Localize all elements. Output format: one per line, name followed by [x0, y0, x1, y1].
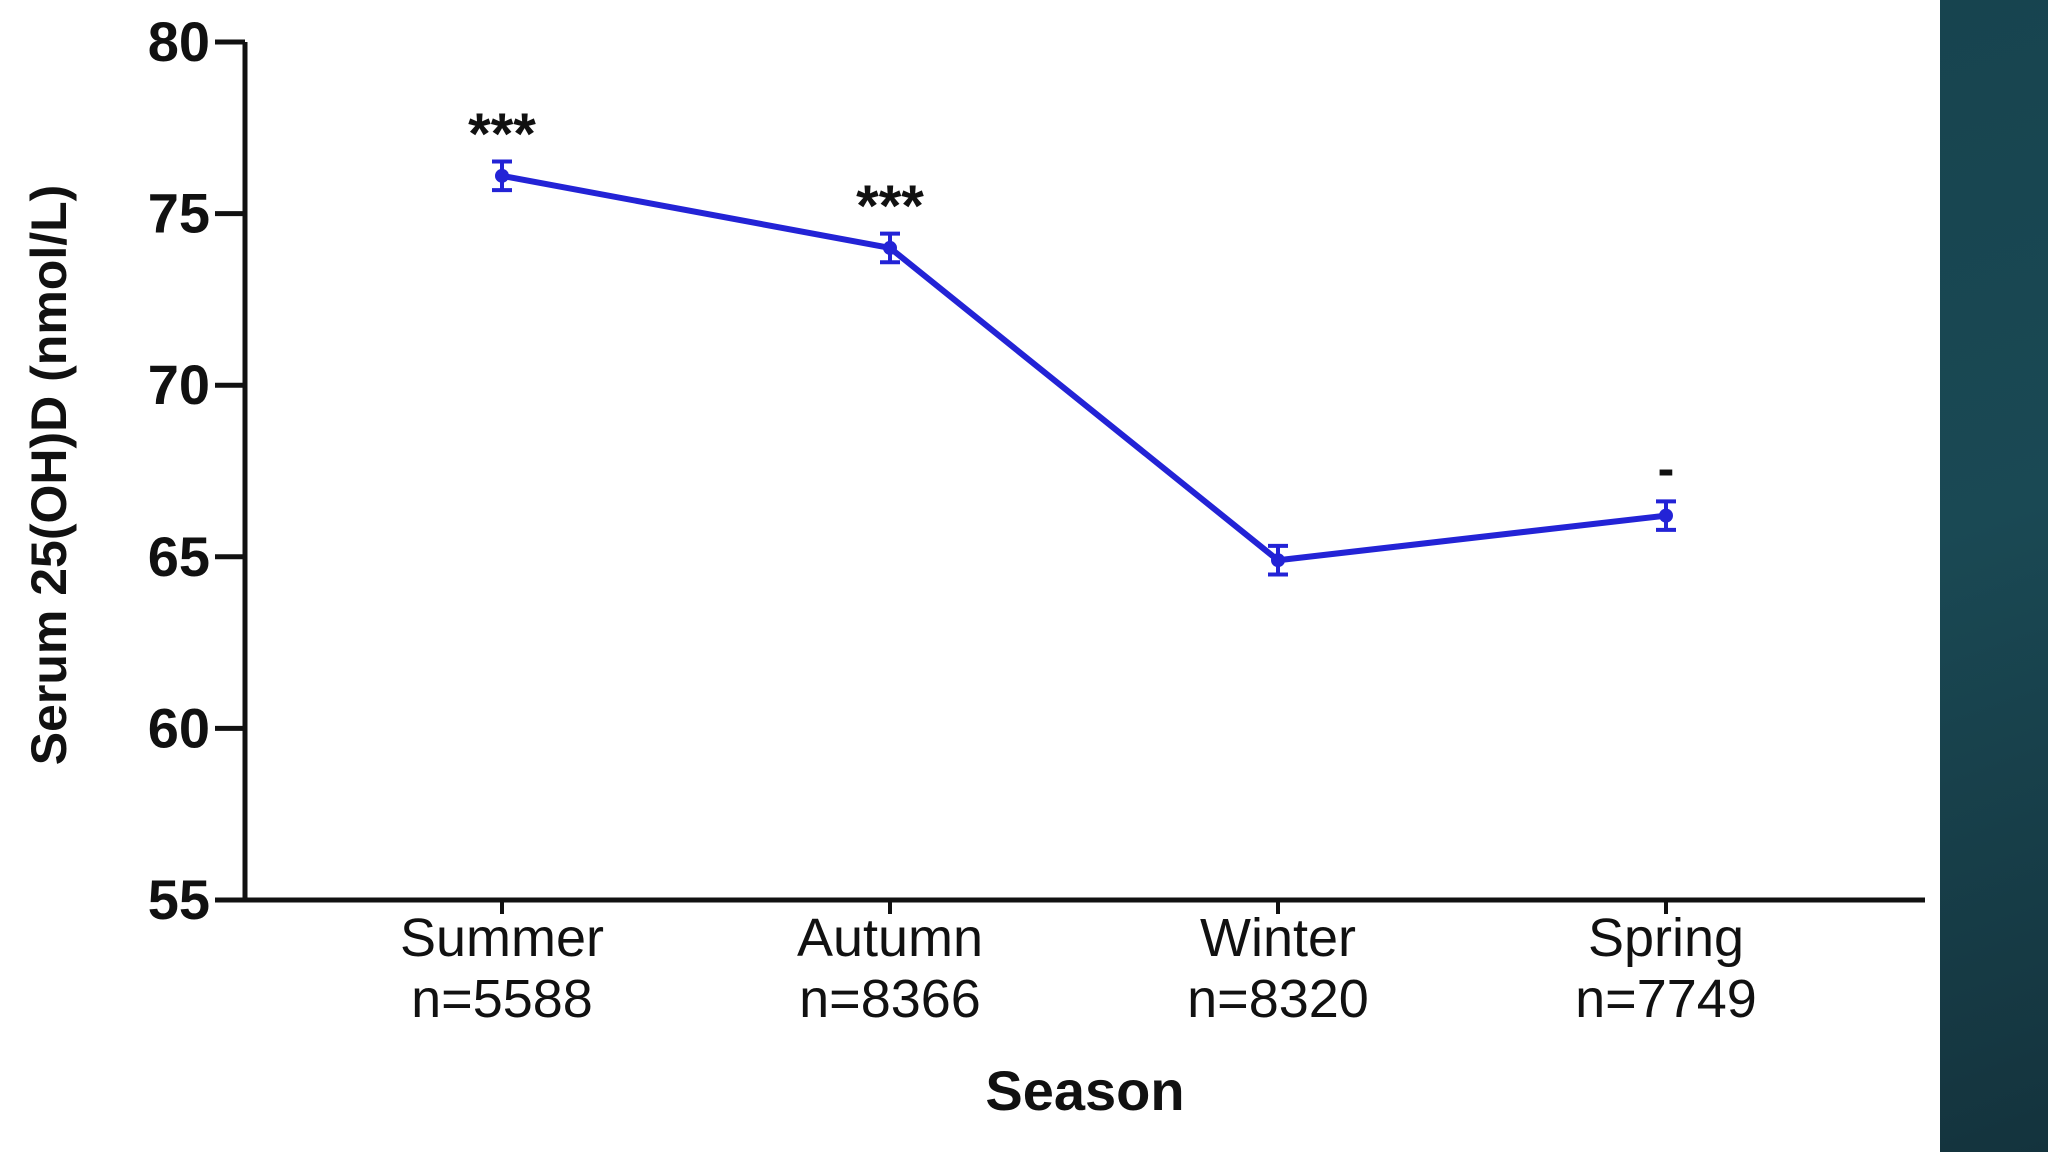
data-point: [1659, 508, 1673, 523]
x-axis-label: Season: [985, 1059, 1184, 1122]
series-line: [501, 172, 1667, 564]
y-axis-label: Serum 25(OH)D (nmol/L): [21, 185, 77, 766]
x-tick-label: Summer: [400, 908, 604, 968]
data-point: [883, 240, 897, 255]
y-tick-label: 65: [148, 525, 210, 588]
sample-size-label: n=7749: [1575, 969, 1757, 1029]
chart-axes: [215, 39, 1925, 914]
data-point: [495, 168, 509, 183]
sample-size-label: n=8320: [1187, 969, 1369, 1029]
y-tick-labels: 55 60 65 70 75 80: [148, 10, 210, 931]
x-tick-label: Winter: [1200, 908, 1356, 968]
x-tick-label: Autumn: [797, 908, 983, 968]
y-tick-label: 55: [148, 868, 210, 931]
y-tick-label: 80: [148, 10, 210, 73]
sample-size-label: n=8366: [799, 969, 981, 1029]
significance-annotation: ***: [856, 174, 924, 239]
y-tick-label: 60: [148, 696, 210, 759]
sample-size-label: n=5588: [411, 969, 593, 1029]
significance-annotation: -: [1658, 441, 1675, 497]
x-tick-label: Spring: [1588, 908, 1744, 968]
significance-annotation: ***: [468, 102, 536, 167]
annotation-layer: *** *** -: [468, 102, 1674, 497]
data-point: [1271, 553, 1285, 568]
y-tick-label: 70: [148, 353, 210, 416]
y-tick-label: 75: [148, 182, 210, 245]
series-layer: [492, 159, 1676, 577]
slide-side-panel: [1940, 0, 2048, 1152]
